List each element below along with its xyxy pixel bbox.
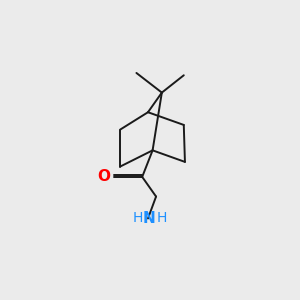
- Text: H: H: [157, 212, 167, 226]
- Text: O: O: [97, 169, 110, 184]
- Text: N: N: [143, 211, 155, 226]
- Text: H: H: [132, 212, 143, 226]
